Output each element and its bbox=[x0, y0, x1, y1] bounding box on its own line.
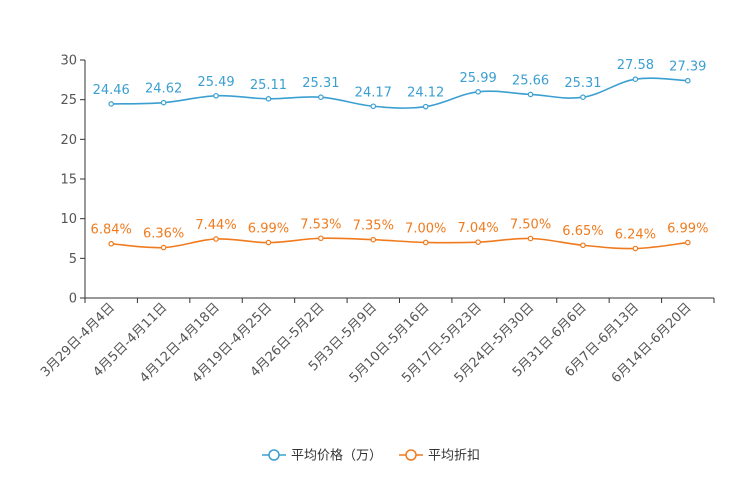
data-point[interactable] bbox=[108, 101, 115, 107]
data-point[interactable] bbox=[475, 239, 481, 245]
legend: 平均价格（万） 平均折扣 bbox=[262, 448, 480, 464]
y-tick-label: 5 bbox=[69, 252, 77, 267]
data-label: 24.62 bbox=[145, 82, 182, 97]
data-point[interactable] bbox=[527, 91, 534, 98]
y-tick-label: 25 bbox=[60, 93, 77, 108]
series-layer: 24.46 24.62 25.49 25.11 25.31 24.17 24.12 25.99… bbox=[91, 58, 708, 252]
data-point[interactable] bbox=[108, 240, 115, 247]
data-label: 24.17 bbox=[355, 85, 392, 100]
data-point[interactable] bbox=[422, 103, 429, 110]
data-point[interactable] bbox=[684, 77, 691, 84]
data-label: 6.65% bbox=[562, 224, 603, 239]
data-label: 24.46 bbox=[93, 83, 130, 98]
data-label: 25.99 bbox=[460, 71, 497, 86]
data-point[interactable] bbox=[422, 239, 429, 246]
data-label: 7.50% bbox=[510, 218, 551, 233]
data-point[interactable] bbox=[370, 103, 377, 110]
y-tick-label: 10 bbox=[60, 212, 77, 227]
data-label: 6.99% bbox=[248, 222, 289, 237]
series-line bbox=[111, 77, 688, 109]
series-0: 24.46 24.62 25.49 25.11 25.31 24.17 24.12 25.99… bbox=[93, 58, 706, 110]
data-label: 25.31 bbox=[302, 76, 339, 91]
legend-label: 平均折扣 bbox=[428, 449, 480, 464]
data-label: 27.39 bbox=[669, 60, 706, 75]
data-point[interactable] bbox=[632, 245, 639, 252]
data-point[interactable] bbox=[684, 239, 691, 246]
data-point[interactable] bbox=[527, 235, 534, 242]
data-label: 27.58 bbox=[617, 58, 654, 73]
data-label: 6.24% bbox=[615, 227, 656, 242]
data-point[interactable] bbox=[318, 94, 324, 101]
legend-label: 平均价格（万） bbox=[291, 448, 382, 464]
data-label: 25.31 bbox=[564, 76, 601, 91]
data-point[interactable] bbox=[580, 94, 586, 101]
series-1: 6.84% 6.36% 7.44% 6.99% 7.53% 7.35% 7.00% 7.04%… bbox=[91, 217, 708, 252]
legend-item-1[interactable]: 平均折扣 bbox=[399, 449, 480, 464]
y-axis: 0 5 10 15 20 25 30 bbox=[60, 54, 86, 307]
legend-item-0[interactable]: 平均价格（万） bbox=[262, 448, 382, 464]
data-label: 6.84% bbox=[91, 223, 132, 238]
data-point[interactable] bbox=[160, 99, 167, 106]
series-line bbox=[111, 237, 688, 250]
data-point[interactable] bbox=[160, 244, 167, 251]
legend-marker-icon bbox=[268, 449, 280, 461]
data-point[interactable] bbox=[265, 239, 272, 246]
data-label: 7.04% bbox=[457, 221, 498, 236]
legend-marker-icon bbox=[405, 449, 417, 461]
data-label: 25.66 bbox=[512, 73, 549, 88]
data-label: 6.36% bbox=[143, 227, 184, 242]
y-tick-label: 15 bbox=[60, 173, 77, 188]
y-tick-label: 20 bbox=[60, 133, 77, 148]
y-tick-label: 0 bbox=[69, 292, 77, 307]
data-label: 24.12 bbox=[407, 86, 444, 101]
data-point[interactable] bbox=[213, 92, 219, 99]
data-point[interactable] bbox=[370, 236, 377, 243]
data-point[interactable] bbox=[580, 242, 586, 249]
data-point[interactable] bbox=[213, 236, 219, 242]
data-label: 7.44% bbox=[195, 218, 236, 233]
data-point[interactable] bbox=[475, 89, 481, 95]
data-point[interactable] bbox=[265, 95, 272, 102]
data-label: 7.35% bbox=[353, 219, 394, 234]
data-label: 7.00% bbox=[405, 221, 446, 236]
data-label: 7.53% bbox=[300, 217, 341, 232]
y-tick-label: 30 bbox=[60, 54, 77, 69]
x-axis: 3月29日-4月4日4月5日-4月11日4月12日-4月18日4月19日-4月2… bbox=[38, 297, 715, 386]
data-label: 25.11 bbox=[250, 78, 287, 93]
data-label: 25.49 bbox=[197, 75, 234, 90]
data-point[interactable] bbox=[632, 76, 639, 82]
data-point[interactable] bbox=[318, 235, 324, 242]
data-label: 6.99% bbox=[667, 222, 708, 237]
